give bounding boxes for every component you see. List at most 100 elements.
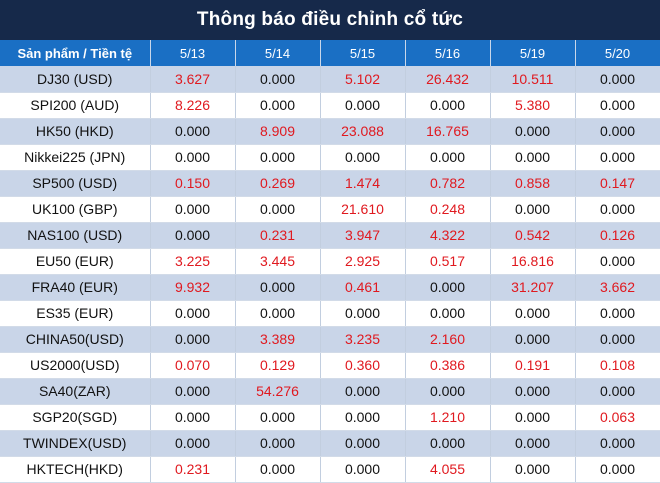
table-row: SPI200 (AUD) 8.226 0.000 0.000 0.000 5.380 0.0… [0, 92, 660, 119]
table-row: SGP20(SGD) 0.000 0.000 0.000 1.210 0.000 0.063 [0, 404, 660, 431]
dividend-value-cell: 10.511 [490, 66, 576, 93]
dividend-value-cell: 0.000 [150, 196, 236, 223]
product-cell: SGP20(SGD) [0, 404, 151, 431]
dividend-value-cell: 1.210 [405, 404, 491, 431]
dividend-value-cell: 0.000 [405, 274, 491, 301]
dividend-value-cell: 21.610 [320, 196, 406, 223]
dividend-value-cell: 0.000 [575, 300, 660, 327]
product-cell: SA40(ZAR) [0, 378, 151, 405]
dividend-value-cell: 16.816 [490, 248, 576, 275]
table-header-row: Sản phẩm / Tiền tệ 5/13 5/14 5/15 5/16 5… [0, 40, 660, 66]
dividend-value-cell: 0.000 [575, 196, 660, 223]
dividend-value-cell: 0.000 [235, 430, 321, 457]
table-row: Nikkei225 (JPN) 0.000 0.000 0.000 0.000 0.000… [0, 144, 660, 171]
dividend-value-cell: 0.000 [575, 430, 660, 457]
dividend-value-cell: 0.000 [405, 300, 491, 327]
dividend-value-cell: 0.269 [235, 170, 321, 197]
dividend-value-cell: 0.000 [320, 300, 406, 327]
dividend-value-cell: 0.000 [320, 430, 406, 457]
product-cell: ES35 (EUR) [0, 300, 151, 327]
dividend-value-cell: 0.000 [575, 456, 660, 483]
dividend-value-cell: 26.432 [405, 66, 491, 93]
dividend-value-cell: 0.386 [405, 352, 491, 379]
dividend-value-cell: 0.000 [575, 326, 660, 353]
dividend-value-cell: 23.088 [320, 118, 406, 145]
dividend-value-cell: 0.150 [150, 170, 236, 197]
column-header-date: 5/14 [235, 40, 321, 66]
dividend-value-cell: 0.000 [490, 456, 576, 483]
product-cell: EU50 (EUR) [0, 248, 151, 275]
dividend-value-cell: 9.932 [150, 274, 236, 301]
dividend-value-cell: 2.160 [405, 326, 491, 353]
dividend-value-cell: 0.461 [320, 274, 406, 301]
dividend-value-cell: 0.000 [150, 430, 236, 457]
dividend-value-cell: 0.000 [490, 430, 576, 457]
table-row: US2000(USD) 0.070 0.129 0.360 0.386 0.191 0.10… [0, 352, 660, 379]
dividend-value-cell: 54.276 [235, 378, 321, 405]
dividend-value-cell: 0.126 [575, 222, 660, 249]
product-cell: NAS100 (USD) [0, 222, 151, 249]
product-cell: CHINA50(USD) [0, 326, 151, 353]
dividend-value-cell: 31.207 [490, 274, 576, 301]
dividend-value-cell: 3.225 [150, 248, 236, 275]
table-row: DJ30 (USD) 3.627 0.000 5.102 26.432 10.511 0.0… [0, 66, 660, 93]
table-row: SA40(ZAR) 0.000 54.276 0.000 0.000 0.000 0.000 [0, 378, 660, 405]
column-header-date: 5/13 [150, 40, 236, 66]
table-row: HKTECH(HKD) 0.231 0.000 0.000 4.055 0.000 0.00… [0, 456, 660, 483]
dividend-value-cell: 0.147 [575, 170, 660, 197]
dividend-value-cell: 0.000 [490, 326, 576, 353]
dividend-value-cell: 0.129 [235, 352, 321, 379]
dividend-value-cell: 0.191 [490, 352, 576, 379]
product-cell: SP500 (USD) [0, 170, 151, 197]
dividend-value-cell: 0.000 [575, 66, 660, 93]
dividend-value-cell: 8.909 [235, 118, 321, 145]
dividend-value-cell: 0.000 [150, 144, 236, 171]
dividend-value-cell: 0.000 [575, 248, 660, 275]
dividend-value-cell: 0.000 [575, 92, 660, 119]
dividend-value-cell: 3.445 [235, 248, 321, 275]
product-cell: DJ30 (USD) [0, 66, 151, 93]
dividend-value-cell: 3.662 [575, 274, 660, 301]
table-body: DJ30 (USD) 3.627 0.000 5.102 26.432 10.511 0.0… [0, 66, 660, 483]
dividend-value-cell: 0.000 [490, 404, 576, 431]
dividend-value-cell: 0.063 [575, 404, 660, 431]
column-header-date: 5/15 [320, 40, 406, 66]
dividend-value-cell: 0.000 [320, 404, 406, 431]
table-row: TWINDEX(USD) 0.000 0.000 0.000 0.000 0.000 0.0… [0, 430, 660, 457]
dividend-value-cell: 0.542 [490, 222, 576, 249]
table-row: FRA40 (EUR) 9.932 0.000 0.461 0.000 31.207 3.6… [0, 274, 660, 301]
dividend-value-cell: 4.055 [405, 456, 491, 483]
dividend-table: Sản phẩm / Tiền tệ 5/13 5/14 5/15 5/16 5… [0, 40, 660, 483]
dividend-value-cell: 0.000 [490, 144, 576, 171]
dividend-value-cell: 0.000 [150, 404, 236, 431]
table-row: SP500 (USD) 0.150 0.269 1.474 0.782 0.858 0.14… [0, 170, 660, 197]
dividend-value-cell: 0.000 [575, 118, 660, 145]
dividend-value-cell: 3.235 [320, 326, 406, 353]
dividend-value-cell: 0.000 [320, 144, 406, 171]
dividend-value-cell: 0.108 [575, 352, 660, 379]
dividend-value-cell: 0.000 [235, 404, 321, 431]
dividend-value-cell: 0.000 [490, 378, 576, 405]
dividend-value-cell: 0.231 [150, 456, 236, 483]
dividend-value-cell: 16.765 [405, 118, 491, 145]
dividend-value-cell: 0.000 [320, 378, 406, 405]
column-header-product: Sản phẩm / Tiền tệ [0, 40, 151, 66]
dividend-value-cell: 3.947 [320, 222, 406, 249]
dividend-value-cell: 0.000 [490, 300, 576, 327]
dividend-value-cell: 0.000 [405, 92, 491, 119]
dividend-value-cell: 0.360 [320, 352, 406, 379]
dividend-value-cell: 0.000 [235, 196, 321, 223]
dividend-value-cell: 2.925 [320, 248, 406, 275]
dividend-value-cell: 0.000 [150, 118, 236, 145]
dividend-value-cell: 0.000 [150, 326, 236, 353]
dividend-value-cell: 0.000 [235, 274, 321, 301]
dividend-value-cell: 0.517 [405, 248, 491, 275]
product-cell: Nikkei225 (JPN) [0, 144, 151, 171]
dividend-value-cell: 0.000 [235, 92, 321, 119]
product-cell: FRA40 (EUR) [0, 274, 151, 301]
dividend-value-cell: 0.858 [490, 170, 576, 197]
dividend-value-cell: 0.000 [490, 118, 576, 145]
product-cell: HKTECH(HKD) [0, 456, 151, 483]
dividend-value-cell: 0.000 [150, 222, 236, 249]
dividend-value-cell: 0.000 [405, 430, 491, 457]
